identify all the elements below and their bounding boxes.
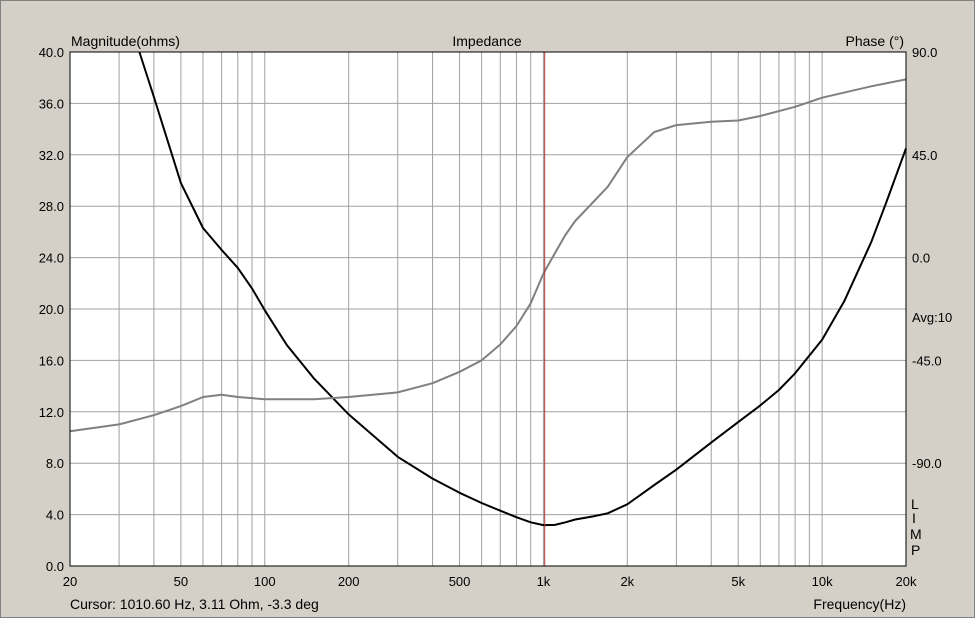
x-tick-label: 500 (449, 574, 471, 589)
y-left-tick-label: 8.0 (46, 456, 64, 471)
y-left-axis-label: Magnitude(ohms) (71, 33, 180, 49)
avg-label: Avg:10 (912, 310, 952, 325)
x-tick-label: 2k (620, 574, 634, 589)
y-left-tick-label: 28.0 (39, 199, 64, 214)
y-left-tick-label: 16.0 (39, 353, 64, 368)
x-tick-label: 10k (812, 574, 833, 589)
side-letter-i: I (912, 510, 916, 526)
side-letter-l: L (911, 496, 919, 512)
y-left-tick-label: 4.0 (46, 508, 64, 523)
x-tick-label: 1k (537, 574, 551, 589)
x-tick-label: 20k (896, 574, 917, 589)
magnitude-curve (138, 51, 907, 527)
phase-curve (69, 78, 907, 433)
y-right-tick-label: 45.0 (912, 148, 937, 163)
x-axis-label: Frequency(Hz) (813, 596, 906, 612)
x-tick-label: 20 (63, 574, 77, 589)
cursor-readout: Cursor: 1010.60 Hz, 3.11 Ohm, -3.3 deg (70, 596, 319, 612)
y-left-tick-label: 12.0 (39, 405, 64, 420)
y-right-axis-label: Phase (°) (845, 33, 904, 49)
y-left-tick-label: 20.0 (39, 302, 64, 317)
y-right-tick-label: -90.0 (912, 456, 942, 471)
plot-border (69, 51, 907, 567)
y-left-tick-label: 40.0 (39, 45, 64, 60)
side-letter-m: M (910, 526, 922, 542)
x-tick-label: 200 (338, 574, 360, 589)
side-letter-p: P (911, 542, 920, 558)
y-right-tick-label: -45.0 (912, 353, 942, 368)
y-left-tick-label: 32.0 (39, 148, 64, 163)
x-tick-label: 5k (731, 574, 745, 589)
tick-labels: 20 50 100 200 500 1k 2k 5k 10k 20k 0.0 4.0 8.0 12.0 16… (39, 45, 942, 589)
y-right-tick-label: 0.0 (912, 251, 930, 266)
x-tick-label: 50 (174, 574, 188, 589)
y-left-tick-label: 36.0 (39, 96, 64, 111)
x-tick-label: 100 (254, 574, 276, 589)
y-left-tick-label: 0.0 (46, 559, 64, 574)
chart-title: Impedance (452, 33, 521, 49)
series-group (69, 51, 907, 527)
y-right-tick-label: 90.0 (912, 45, 937, 60)
y-left-tick-label: 24.0 (39, 251, 64, 266)
